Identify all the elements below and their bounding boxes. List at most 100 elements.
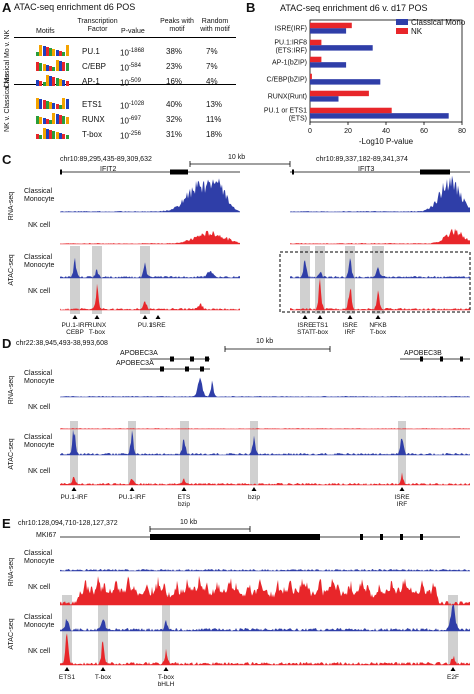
motif-arrow-icon bbox=[155, 315, 161, 319]
exon bbox=[420, 356, 423, 362]
exon bbox=[150, 534, 320, 540]
motif-pvalue: 10-1868 bbox=[120, 48, 145, 58]
legend-label: NK bbox=[411, 27, 423, 36]
motif-tf: PU.1 bbox=[82, 47, 100, 56]
gene-mki67: MKI67 bbox=[36, 532, 57, 539]
x-tick-label: 40 bbox=[382, 128, 390, 135]
atac-mono bbox=[60, 604, 470, 631]
motif-peaks: 38% bbox=[166, 47, 183, 56]
dashed-box bbox=[279, 251, 471, 313]
motif-logo-icon bbox=[36, 98, 70, 109]
motif-pvalue: 10-697 bbox=[120, 116, 141, 126]
panel-d-scale: 10 kb bbox=[256, 338, 274, 345]
exon bbox=[360, 534, 363, 540]
motif-random: 18% bbox=[206, 130, 223, 139]
exon bbox=[440, 356, 443, 362]
motif-tf: RUNX bbox=[82, 115, 105, 124]
motif-peaks: 32% bbox=[166, 115, 183, 124]
motif-annotation: CEBP bbox=[66, 329, 84, 336]
x-tick-label: 20 bbox=[344, 128, 352, 135]
exon bbox=[190, 356, 194, 362]
x-tick-label: 60 bbox=[420, 128, 428, 135]
category-label: C/EBP(bZIP) bbox=[267, 77, 307, 84]
gene-apobec3b: APOBEC3B bbox=[404, 350, 442, 357]
motif-random: 13% bbox=[206, 100, 223, 109]
atac-nk bbox=[60, 633, 470, 665]
motif-random: 11% bbox=[206, 115, 222, 124]
motif-peaks: 23% bbox=[166, 62, 183, 71]
motif-pvalue: 10-584 bbox=[120, 63, 141, 73]
header-motifs: Motifs bbox=[36, 28, 55, 35]
panel-a-title: ATAC-seq enrichment d6 POS bbox=[14, 2, 136, 12]
x-tick-label: 80 bbox=[458, 128, 466, 135]
rna-mono bbox=[60, 377, 470, 397]
motif-arrow-icon bbox=[302, 315, 308, 319]
motif-annotation: ISRE bbox=[150, 322, 166, 329]
motif-peaks: 31% bbox=[166, 130, 183, 139]
motif-annotation: bHLH bbox=[158, 681, 175, 688]
motif-annotation: PU.1 bbox=[138, 322, 153, 329]
bar bbox=[310, 62, 347, 68]
motif-arrow-icon bbox=[142, 315, 148, 319]
panel-e-scale: 10 kb bbox=[180, 519, 198, 526]
exon bbox=[420, 169, 450, 175]
motif-row: C/EBP 10-584 23% 7% bbox=[0, 59, 240, 73]
motif-logo-icon bbox=[36, 60, 70, 71]
motif-logo-icon bbox=[36, 45, 70, 56]
highlight-region bbox=[92, 246, 102, 314]
motif-arrow-icon bbox=[71, 487, 77, 491]
panel-b-label: B bbox=[246, 0, 256, 15]
motif-arrow-icon bbox=[251, 487, 257, 491]
motif-annotation: T-box bbox=[370, 329, 387, 336]
exon bbox=[292, 169, 294, 175]
header-random: Random with motif bbox=[200, 18, 230, 33]
motif-row: RUNX 10-697 32% 11% bbox=[0, 112, 240, 126]
header-tf: Transcription Factor bbox=[77, 18, 118, 33]
rna-nk-right bbox=[290, 228, 470, 244]
x-tick-label: 0 bbox=[308, 128, 312, 135]
exon bbox=[60, 169, 62, 175]
highlight-region bbox=[140, 246, 150, 314]
motif-annotation: ETS1 bbox=[59, 674, 76, 681]
rna-nk-left bbox=[60, 230, 240, 244]
motif-annotation: bzip bbox=[248, 494, 260, 501]
motif-annotation: PU.1-IRF bbox=[61, 322, 88, 329]
motif-arrow-icon bbox=[375, 315, 381, 319]
highlight-region bbox=[300, 246, 310, 314]
gene-apobec3a-2: APOBEC3A bbox=[116, 360, 154, 367]
exon bbox=[400, 534, 403, 540]
panel-c-track-mono-atac: Classical Monocyte bbox=[24, 254, 55, 269]
motif-annotation: T-box bbox=[312, 329, 329, 336]
motif-annotation: E2F bbox=[447, 674, 459, 681]
gene-apobec3a-1: APOBEC3A bbox=[120, 350, 158, 357]
panel-d-label: D bbox=[2, 336, 12, 351]
panel-e-track-nk-atac: NK cell bbox=[28, 648, 51, 655]
category-label: PU.1 or ETS1 bbox=[264, 108, 307, 115]
motif-annotation: T-box bbox=[158, 674, 175, 681]
header-rule bbox=[14, 37, 236, 38]
motif-row: T-box 10-256 31% 18% bbox=[0, 127, 240, 141]
motif-annotation: ETS1 bbox=[312, 322, 329, 329]
group-divider bbox=[14, 84, 236, 85]
chart-title: ATAC-seq enrichment d6 v. d17 POS bbox=[280, 3, 428, 13]
exon bbox=[170, 169, 188, 175]
exon bbox=[200, 366, 204, 372]
bar bbox=[310, 28, 347, 34]
category-label: RUNX(Runt) bbox=[268, 94, 307, 101]
highlight-region bbox=[372, 246, 384, 314]
atac-mono-left bbox=[60, 257, 240, 278]
motif-arrow-icon bbox=[129, 487, 135, 491]
motif-arrow-icon bbox=[72, 315, 78, 319]
motif-row: ETS1 10-1028 40% 13% bbox=[0, 97, 240, 111]
panel-d-track-mono-atac: Classical Monocyte bbox=[24, 434, 55, 449]
motif-arrow-icon bbox=[450, 667, 456, 671]
exon bbox=[380, 534, 383, 540]
panel-c-scale: 10 kb bbox=[228, 154, 246, 161]
panel-d-coord: chr22:38,945,493-38,993,608 bbox=[16, 340, 108, 347]
motif-annotation: IRF bbox=[397, 501, 408, 508]
bar bbox=[310, 90, 369, 97]
motif-arrow-icon bbox=[399, 487, 405, 491]
motif-tf: ETS1 bbox=[82, 100, 103, 109]
